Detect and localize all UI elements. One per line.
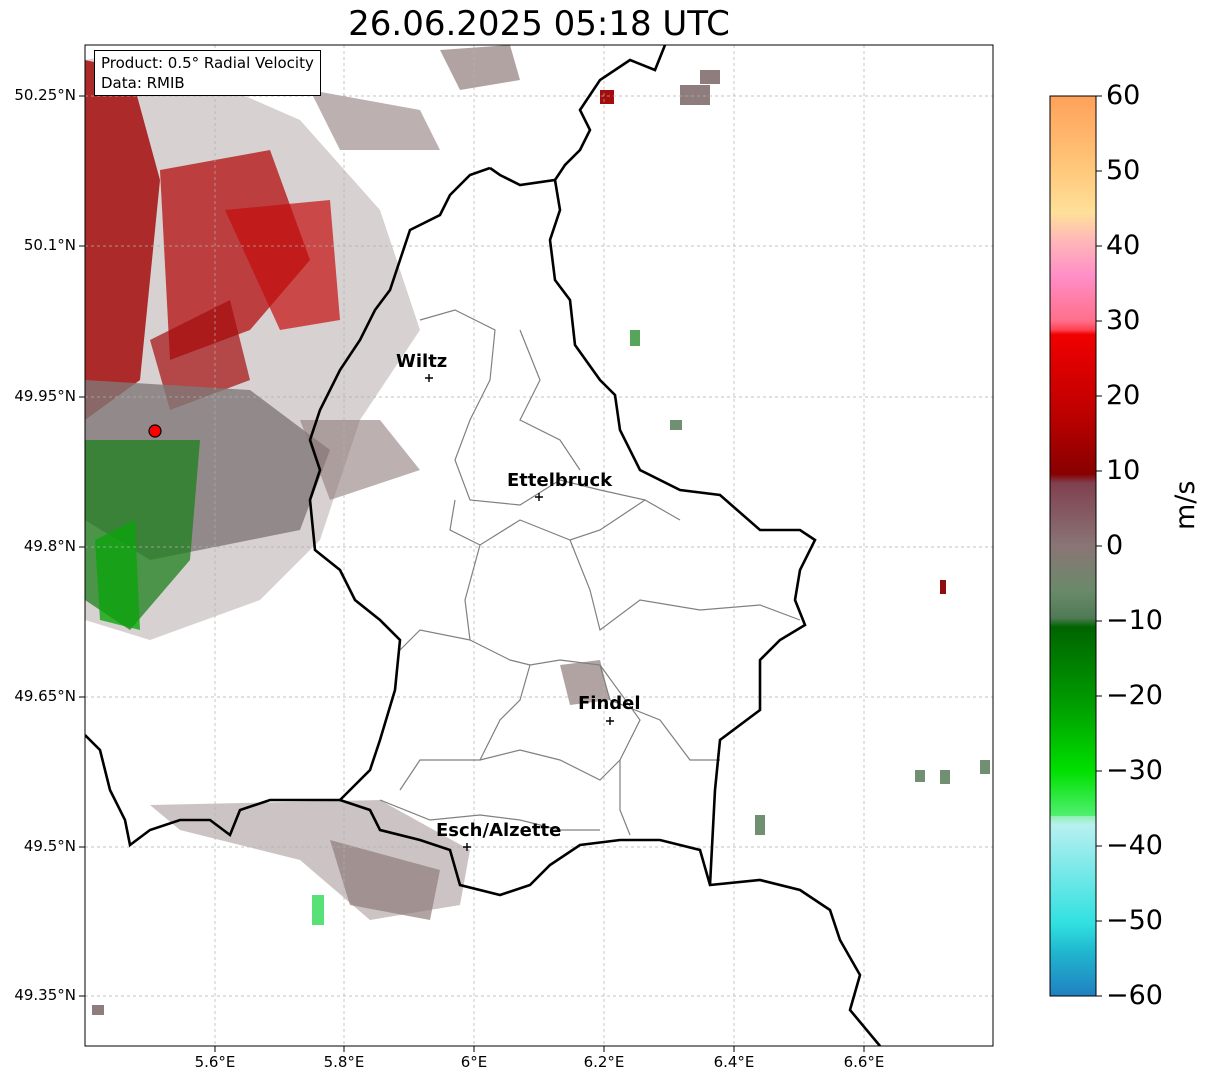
colorbar-tick-label: 60	[1106, 80, 1141, 111]
product-label: Product: 0.5° Radial Velocity	[101, 54, 314, 72]
city-marker-findel	[606, 717, 614, 725]
colorbar-tick-label: −30	[1106, 755, 1163, 786]
lat-label: 49.95°N	[14, 387, 76, 405]
map-title: 26.06.2025 05:18 UTC	[348, 4, 730, 44]
lon-label: 5.6°E	[194, 1053, 236, 1071]
lat-label: 49.65°N	[14, 687, 76, 705]
lon-label: 6.2°E	[583, 1053, 625, 1071]
city-marker-esch	[463, 843, 471, 851]
colorbar-ticks	[1096, 95, 1102, 997]
axis-ticks	[79, 95, 865, 1052]
city-label-esch-alzette: Esch/Alzette	[436, 820, 562, 841]
lat-label: 50.25°N	[14, 86, 76, 104]
lat-label: 50.1°N	[23, 236, 76, 254]
city-label-wiltz: Wiltz	[396, 351, 448, 372]
lon-label: 6.4°E	[713, 1053, 755, 1071]
colorbar-tick-label: −60	[1106, 980, 1163, 1011]
colorbar-tick-label: 0	[1106, 530, 1124, 561]
canton-borders	[379, 309, 801, 836]
city-markers	[425, 374, 614, 851]
colorbar-tick-label: 30	[1106, 305, 1141, 336]
colorbar-tick-label: 50	[1106, 155, 1141, 186]
city-label-ettelbruck: Ettelbruck	[507, 470, 613, 491]
colorbar-unit-label: m/s	[1170, 480, 1201, 530]
city-marker-ettelbruck	[535, 493, 543, 501]
lon-label: 6.6°E	[843, 1053, 885, 1071]
info-box: Product: 0.5° Radial Velocity Data: RMIB	[94, 50, 321, 96]
colorbar-tick-label: −50	[1106, 905, 1163, 936]
graticule	[85, 45, 993, 1046]
colorbar-tick-label: 40	[1106, 230, 1141, 261]
lat-label: 49.5°N	[23, 837, 76, 855]
lat-label: 49.8°N	[23, 537, 76, 555]
colorbar-tick-label: −20	[1106, 680, 1163, 711]
city-label-findel: Findel	[578, 693, 641, 714]
colorbar-tick-label: −10	[1106, 605, 1163, 636]
lon-label: 5.8°E	[323, 1053, 365, 1071]
colorbar-tick-label: 10	[1106, 455, 1141, 486]
colorbar-tick-label: 20	[1106, 380, 1141, 411]
map-frame	[84, 44, 994, 1047]
colorbar-tick-label: −40	[1106, 830, 1163, 861]
colorbar	[1049, 95, 1097, 997]
radar-site-marker	[148, 424, 162, 438]
lon-label: 6°E	[460, 1053, 488, 1071]
radar-echoes	[85, 45, 990, 1015]
lat-label: 49.35°N	[14, 986, 76, 1004]
city-marker-wiltz	[425, 374, 433, 382]
data-source-label: Data: RMIB	[101, 74, 185, 92]
country-borders	[85, 45, 881, 1046]
